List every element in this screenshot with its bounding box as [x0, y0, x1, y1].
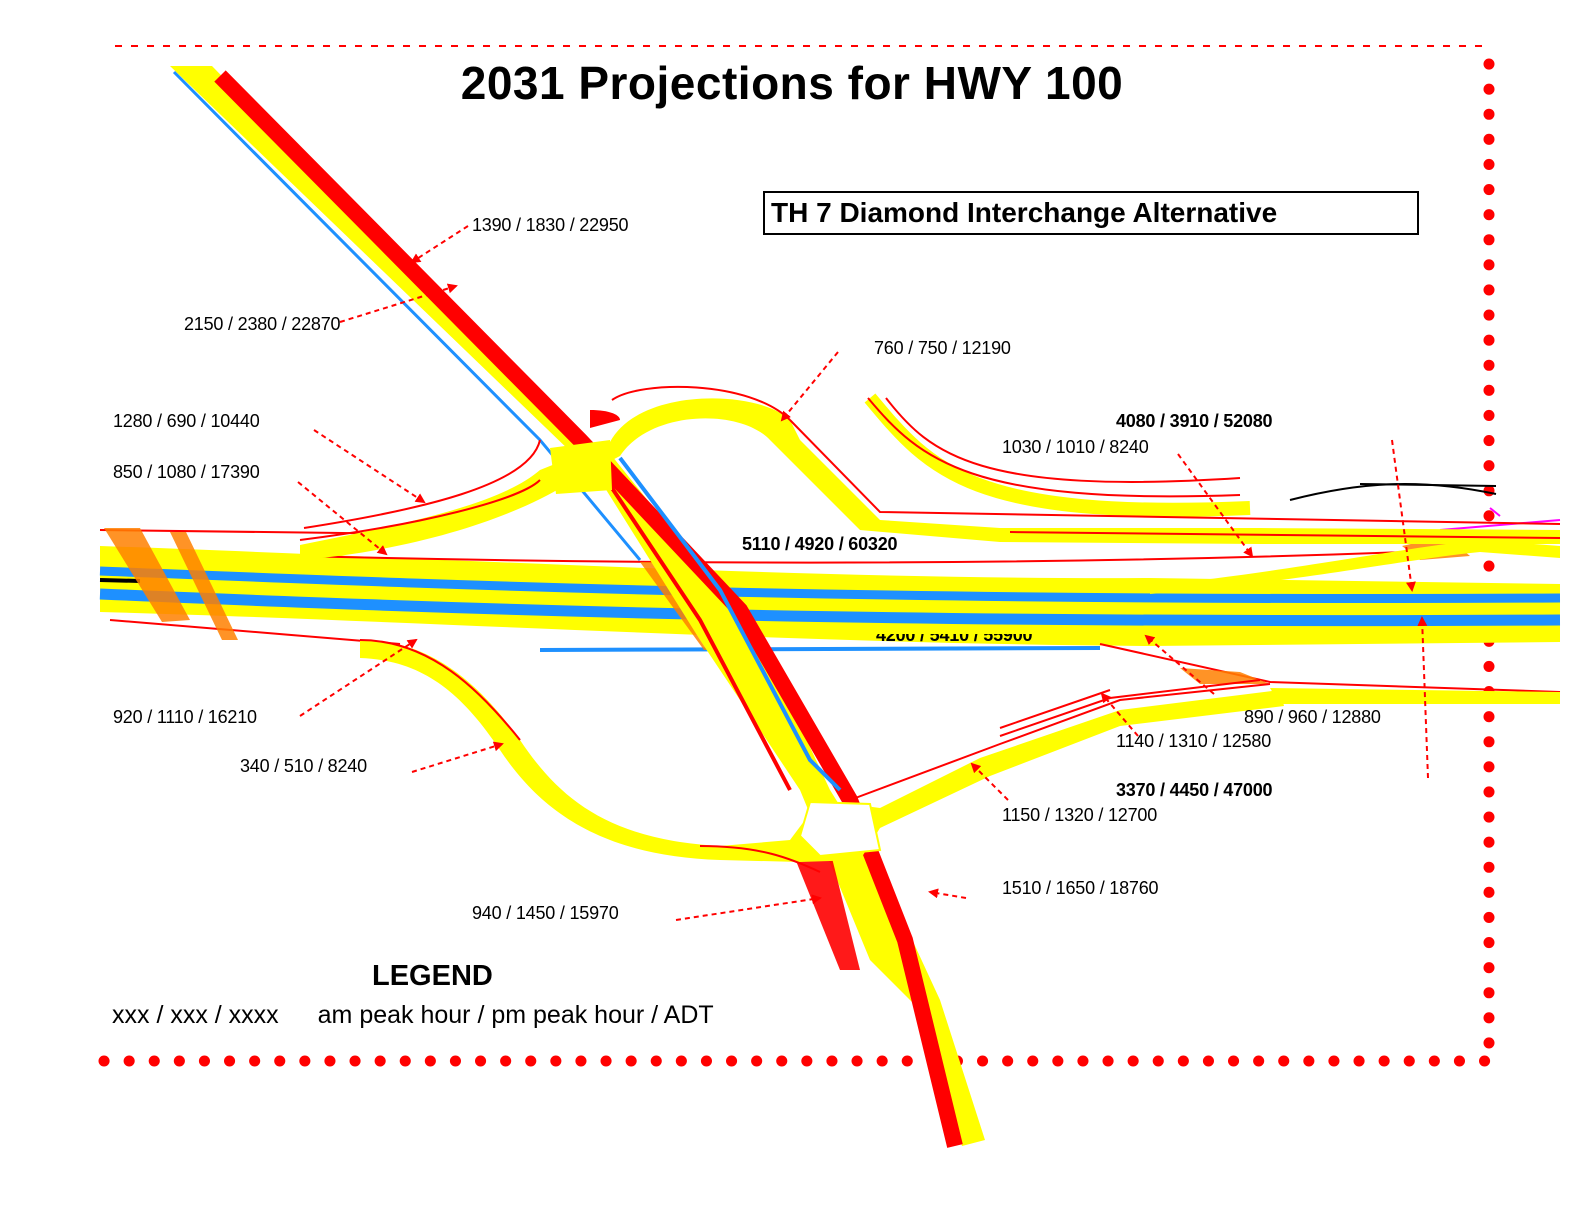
hwy100-mainline — [170, 66, 985, 1148]
study-area-border — [98, 45, 1495, 1067]
volume-label: 940 / 1450 / 15970 — [472, 903, 619, 923]
volume-label: 340 / 510 / 8240 — [240, 756, 367, 776]
volume-label: 1150 / 1320 / 12700 — [1002, 805, 1158, 825]
volume-label: 2150 / 2380 / 22870 — [184, 314, 341, 334]
volume-label: 1390 / 1830 / 22950 — [472, 215, 629, 235]
volume-label-bold: 5110 / 4920 / 60320 — [742, 534, 898, 554]
south-diamond-ramps — [359, 639, 1284, 873]
legend-format: xxx / xxx / xxxx — [112, 1001, 279, 1029]
volume-label: 850 / 1080 / 17390 — [113, 462, 260, 482]
leader-arrows — [297, 225, 1429, 921]
volume-label-bold: 4080 / 3910 / 52080 — [1116, 411, 1273, 431]
north-diamond-ramps — [299, 385, 1561, 594]
volume-label: 760 / 750 / 12190 — [874, 338, 1011, 358]
volume-label-bold-obscured: 4200 / 5410 / 55900 — [876, 634, 1033, 645]
volume-label-bold: 3370 / 4450 / 47000 — [1116, 780, 1273, 800]
volume-label: 920 / 1110 / 16210 — [113, 707, 257, 727]
legend-title: LEGEND — [372, 960, 493, 992]
volume-label: 1510 / 1650 / 18760 — [1002, 878, 1159, 898]
volume-label: 1280 / 690 / 10440 — [113, 411, 260, 431]
volume-label: 1030 / 1010 / 8240 — [1002, 437, 1149, 457]
alternative-label: TH 7 Diamond Interchange Alternative — [763, 191, 1419, 235]
volume-label: 1140 / 1310 / 12580 — [1116, 731, 1272, 751]
legend-row: xxx / xxx / xxxx am peak hour / pm peak … — [112, 1001, 746, 1030]
volume-label: 890 / 960 / 12880 — [1244, 707, 1381, 727]
legend-meaning: am peak hour / pm peak hour / ADT — [317, 1001, 714, 1029]
map-title: 2031 Projections for HWY 100 — [460, 57, 1124, 109]
th7-mainline — [99, 507, 1561, 704]
